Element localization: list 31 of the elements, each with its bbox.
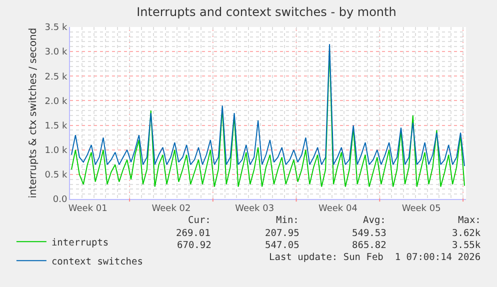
y-tick-label: 1.5 k bbox=[44, 121, 68, 132]
y-tick-label: 2.5 k bbox=[44, 72, 68, 82]
line-series bbox=[70, 44, 466, 167]
text: 865.82 bbox=[352, 240, 386, 251]
y-tick-label: 2.0 k bbox=[44, 96, 68, 107]
x-tick-label: Week 01 bbox=[68, 204, 108, 214]
text: 269.01 bbox=[176, 228, 211, 239]
legend-label: interrupts bbox=[51, 237, 109, 248]
text: Last update: Sun Feb 1 07:00:14 2026 bbox=[269, 252, 481, 263]
text: 207.95 bbox=[265, 228, 300, 239]
text: Cur: bbox=[188, 215, 211, 226]
text: 670.92 bbox=[177, 240, 212, 251]
x-tick-label: Week 05 bbox=[402, 204, 441, 214]
y-tick-label: 0.5 k bbox=[44, 170, 68, 181]
text: 547.05 bbox=[265, 240, 300, 251]
chart-title: Interrupts and context switches - by month bbox=[136, 5, 396, 20]
y-tick-label: 0.0 bbox=[52, 195, 68, 206]
text: Max: bbox=[458, 215, 481, 226]
text: Min: bbox=[276, 215, 299, 226]
x-tick-label: Week 03 bbox=[235, 204, 274, 214]
y-axis-title: interrupts & ctx switches / second bbox=[28, 28, 39, 198]
x-tick-label: Week 04 bbox=[318, 204, 358, 214]
text: 549.53 bbox=[352, 228, 386, 239]
y-tick-label: 3.5 k bbox=[44, 23, 68, 34]
y-tick-label: 1.0 k bbox=[44, 146, 68, 156]
y-tick-label: 3.0 k bbox=[44, 48, 68, 58]
text: 3.55k bbox=[452, 240, 481, 251]
legend-label: context switches bbox=[51, 256, 143, 268]
text: Avg: bbox=[363, 215, 386, 226]
x-tick-label: Week 02 bbox=[152, 204, 191, 214]
text: 3.62k bbox=[452, 228, 481, 239]
